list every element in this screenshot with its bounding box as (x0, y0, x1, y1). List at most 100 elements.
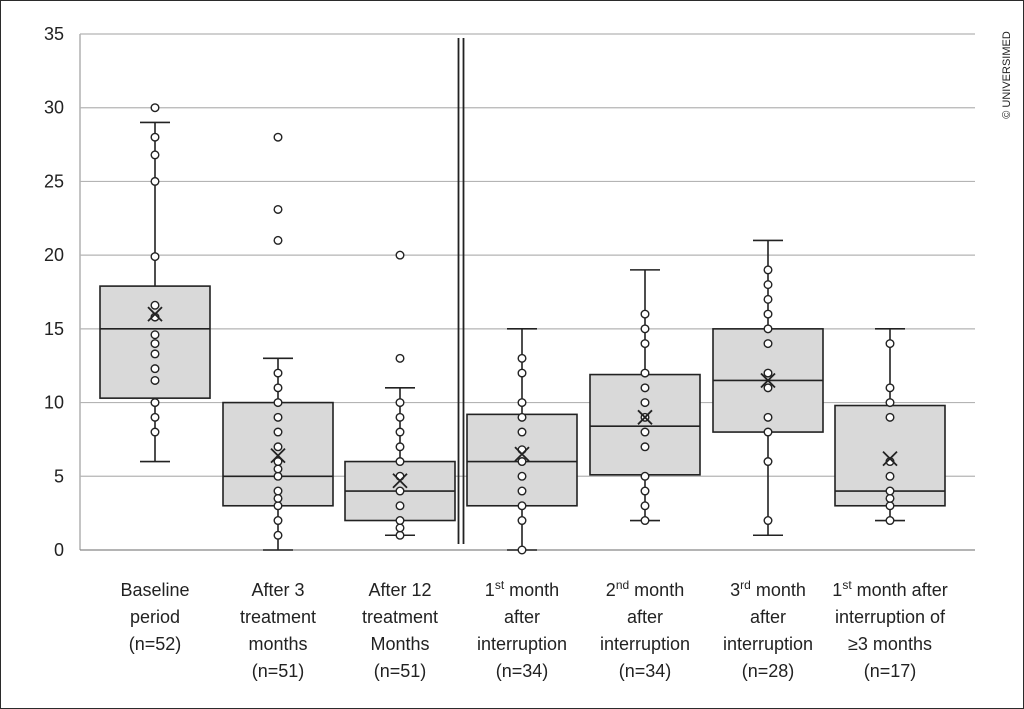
data-point (763, 412, 773, 422)
label-text: 1 (832, 580, 842, 600)
y-tick-label: 20 (44, 245, 64, 265)
data-point (273, 235, 283, 245)
box-group (834, 328, 946, 526)
label-text: (n=52) (129, 634, 182, 654)
data-point (273, 493, 283, 503)
y-tick-label: 10 (44, 393, 64, 413)
data-point (273, 442, 283, 452)
data-point (273, 427, 283, 437)
data-point (395, 516, 405, 526)
data-point (150, 349, 160, 359)
data-point (885, 471, 895, 481)
data-point (640, 324, 650, 334)
data-point (885, 493, 895, 503)
label-text: (n=51) (252, 661, 305, 681)
data-point (885, 398, 895, 408)
label-text: (n=28) (742, 661, 795, 681)
mean-marker (392, 473, 408, 489)
data-point (273, 383, 283, 393)
label-text: After 12 (368, 580, 431, 600)
data-point (273, 132, 283, 142)
label-superscript: st (842, 578, 852, 592)
data-point (395, 457, 405, 467)
label-text: after (504, 607, 540, 627)
y-tick-label: 5 (54, 466, 64, 486)
y-axis: 0 5 10 15 20 25 30 35 (44, 24, 64, 560)
data-point (150, 252, 160, 262)
box-group (589, 269, 701, 526)
label-text: (n=34) (496, 661, 549, 681)
data-point (273, 530, 283, 540)
data-point (273, 471, 283, 481)
x-category-label: After 3 treatment months (n=51) (240, 580, 316, 681)
data-point (763, 294, 773, 304)
data-point (517, 412, 527, 422)
data-point (395, 501, 405, 511)
data-point (640, 501, 650, 511)
data-point (273, 204, 283, 214)
label-text: treatment (240, 607, 316, 627)
data-point (640, 486, 650, 496)
data-point (640, 398, 650, 408)
data-point (150, 375, 160, 385)
data-point (517, 368, 527, 378)
label-text: month after (852, 580, 948, 600)
label-text: month (751, 580, 806, 600)
data-point (763, 368, 773, 378)
data-point (885, 486, 895, 496)
data-point (150, 330, 160, 340)
label-superscript: nd (616, 578, 629, 592)
data-point (273, 398, 283, 408)
data-point (395, 412, 405, 422)
data-point (885, 501, 895, 511)
data-point (395, 530, 405, 540)
data-point (150, 427, 160, 437)
data-point (885, 516, 895, 526)
data-point (763, 457, 773, 467)
data-point (273, 457, 283, 467)
data-point (150, 364, 160, 374)
data-point (640, 442, 650, 452)
label-text: interruption (723, 634, 813, 654)
data-point (763, 383, 773, 393)
data-point (517, 486, 527, 496)
data-point (273, 412, 283, 422)
data-point (885, 412, 895, 422)
mean-marker (514, 446, 530, 462)
data-point (517, 457, 527, 467)
data-point (395, 250, 405, 260)
x-category-label: 2nd month after interruption (n=34) (600, 578, 690, 681)
data-point (150, 132, 160, 142)
data-point (150, 103, 160, 113)
data-point (395, 398, 405, 408)
box-group (222, 132, 334, 551)
box-group (344, 250, 456, 540)
label-text: month (504, 580, 559, 600)
data-point (517, 501, 527, 511)
x-axis-labels: Baseline period (n=52) After 3 treatment mont… (120, 578, 947, 681)
data-point (640, 427, 650, 437)
data-point (150, 398, 160, 408)
box-group (712, 239, 824, 537)
data-point (763, 309, 773, 319)
data-point (395, 486, 405, 496)
data-point (273, 368, 283, 378)
data-point (517, 516, 527, 526)
y-tick-label: 25 (44, 171, 64, 191)
mean-marker (760, 372, 776, 389)
data-point (150, 412, 160, 422)
data-point (273, 501, 283, 511)
mean-marker (637, 409, 653, 425)
label-text: after (750, 607, 786, 627)
copyright-notice: © UNIVERSIMED (1001, 31, 1013, 119)
label-text: after (627, 607, 663, 627)
data-point (517, 427, 527, 437)
data-point (395, 427, 405, 437)
data-point (517, 353, 527, 363)
label-text: period (130, 607, 180, 627)
label-text: Baseline (120, 580, 189, 600)
data-point (517, 545, 527, 555)
label-superscript: rd (740, 578, 751, 592)
label-text: ≥3 months (848, 634, 932, 654)
